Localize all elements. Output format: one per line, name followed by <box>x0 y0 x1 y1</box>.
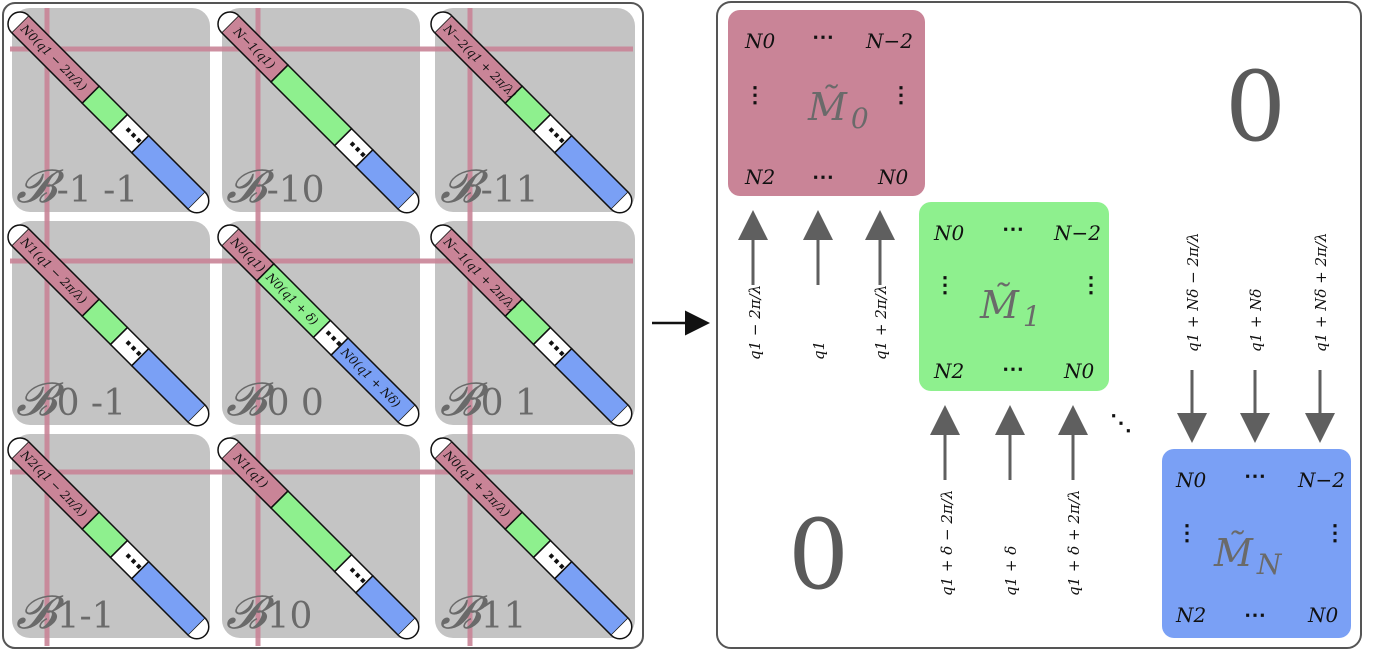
matrix-block-0: N0 ⋯ N−2 ⋮ ⋮ M̃ 0 N2 ⋯ N0 <box>728 10 925 196</box>
wavevector-label: q1 <box>810 341 828 360</box>
matrix-block-N: N0 ⋯ N−2 ⋮ ⋮ M̃ N N2 ⋯ N0 <box>1162 449 1351 638</box>
vdots: ⋮ <box>744 82 766 108</box>
matrix-subscript: N <box>1256 548 1283 581</box>
wavevector-label: q1 + 2π/λ <box>872 285 890 360</box>
svg-text:𝓑1-1: 𝓑1-1 <box>16 585 115 639</box>
corner-br: N0 <box>1063 359 1095 383</box>
diagonal-dots: ⋱ <box>1110 410 1132 436</box>
corner-tr: N−2 <box>865 29 913 53</box>
svg-text:𝓑0 -1: 𝓑0 -1 <box>16 372 126 426</box>
arrow-group-N: q1 + Nδ − 2π/λ q1 + Nδ q1 + Nδ + 2π/λ <box>1177 233 1335 443</box>
block-subscript: 0 0 <box>267 383 324 424</box>
vdots: ⋮ <box>1080 272 1102 298</box>
block-subscript: 0 -1 <box>57 383 126 424</box>
right-panel: 0 0 N0 ⋯ N−2 ⋮ ⋮ M̃ 0 N2 ⋯ N0 N0 ⋯ N−2 ⋮ … <box>716 1 1362 649</box>
vdots: ⋮ <box>1176 520 1198 546</box>
block-subscript: -10 <box>267 170 325 211</box>
hdots: ⋯ <box>812 164 834 190</box>
matrix-label: M̃ 1 <box>979 283 1041 333</box>
zero-upper-right: 0 <box>1225 51 1286 163</box>
matrix-label: M̃ N <box>1213 531 1283 581</box>
vdots: ⋮ <box>934 272 956 298</box>
zero-lower-left: 0 <box>788 499 849 611</box>
hdots: ⋯ <box>1244 602 1266 628</box>
svg-text:𝓑0 1: 𝓑0 1 <box>440 372 538 426</box>
matrix-subscript: 1 <box>1023 300 1041 333</box>
corner-bl: N2 <box>744 165 775 189</box>
wavevector-label: q1 + δ <box>1002 546 1020 596</box>
wavevector-label: q1 + δ + 2π/λ <box>1065 490 1083 596</box>
arrow-group-1: q1 + δ − 2π/λ q1 + δ q1 + δ + 2π/λ <box>930 405 1088 596</box>
wavevector-label: q1 + Nδ − 2π/λ <box>1184 233 1202 352</box>
vdots: ⋮ <box>1324 520 1346 546</box>
vdots: ⋮ <box>890 82 912 108</box>
block-subscript: 10 <box>267 596 313 637</box>
block-subscript: -11 <box>481 170 539 211</box>
hdots: ⋯ <box>1002 356 1024 382</box>
wavevector-label: q1 − 2π/λ <box>746 285 764 360</box>
corner-tl: N0 <box>1175 468 1207 492</box>
corner-br: N0 <box>877 165 909 189</box>
arrow-group-0: q1 − 2π/λ q1 q1 + 2π/λ <box>738 210 895 360</box>
pink-grid-lines <box>10 8 633 646</box>
corner-bl: N2 <box>1175 603 1206 627</box>
wavevector-label: q1 + Nδ <box>1247 289 1265 352</box>
block-subscript: 0 1 <box>481 383 538 424</box>
corner-br: N0 <box>1307 603 1339 627</box>
block-subscript: -1 -1 <box>57 170 139 211</box>
corner-tr: N−2 <box>1297 468 1345 492</box>
corner-tl: N0 <box>744 29 776 53</box>
hdots: ⋯ <box>812 24 834 50</box>
wavevector-label: q1 + Nδ + 2π/λ <box>1312 233 1330 352</box>
matrix-label: M̃ 0 <box>807 85 869 135</box>
corner-tl: N0 <box>933 221 965 245</box>
block-subscript: 1-1 <box>57 596 115 637</box>
wavevector-label: q1 + δ − 2π/λ <box>938 490 956 596</box>
corner-bl: N2 <box>933 359 964 383</box>
corner-tr: N−2 <box>1053 221 1101 245</box>
left-panel: ⋯ N0(q1 − 2π/λ) ⋯ N−1(q1) <box>2 2 644 649</box>
hdots: ⋯ <box>1244 463 1266 489</box>
block-subscript: 11 <box>481 596 527 637</box>
matrix-subscript: 0 <box>851 102 869 135</box>
svg-text:𝓑-1 -1: 𝓑-1 -1 <box>16 159 138 213</box>
matrix-block-1: N0 ⋯ N−2 ⋮ ⋮ M̃ 1 N2 ⋯ N0 <box>919 202 1109 391</box>
hdots: ⋯ <box>1002 216 1024 242</box>
